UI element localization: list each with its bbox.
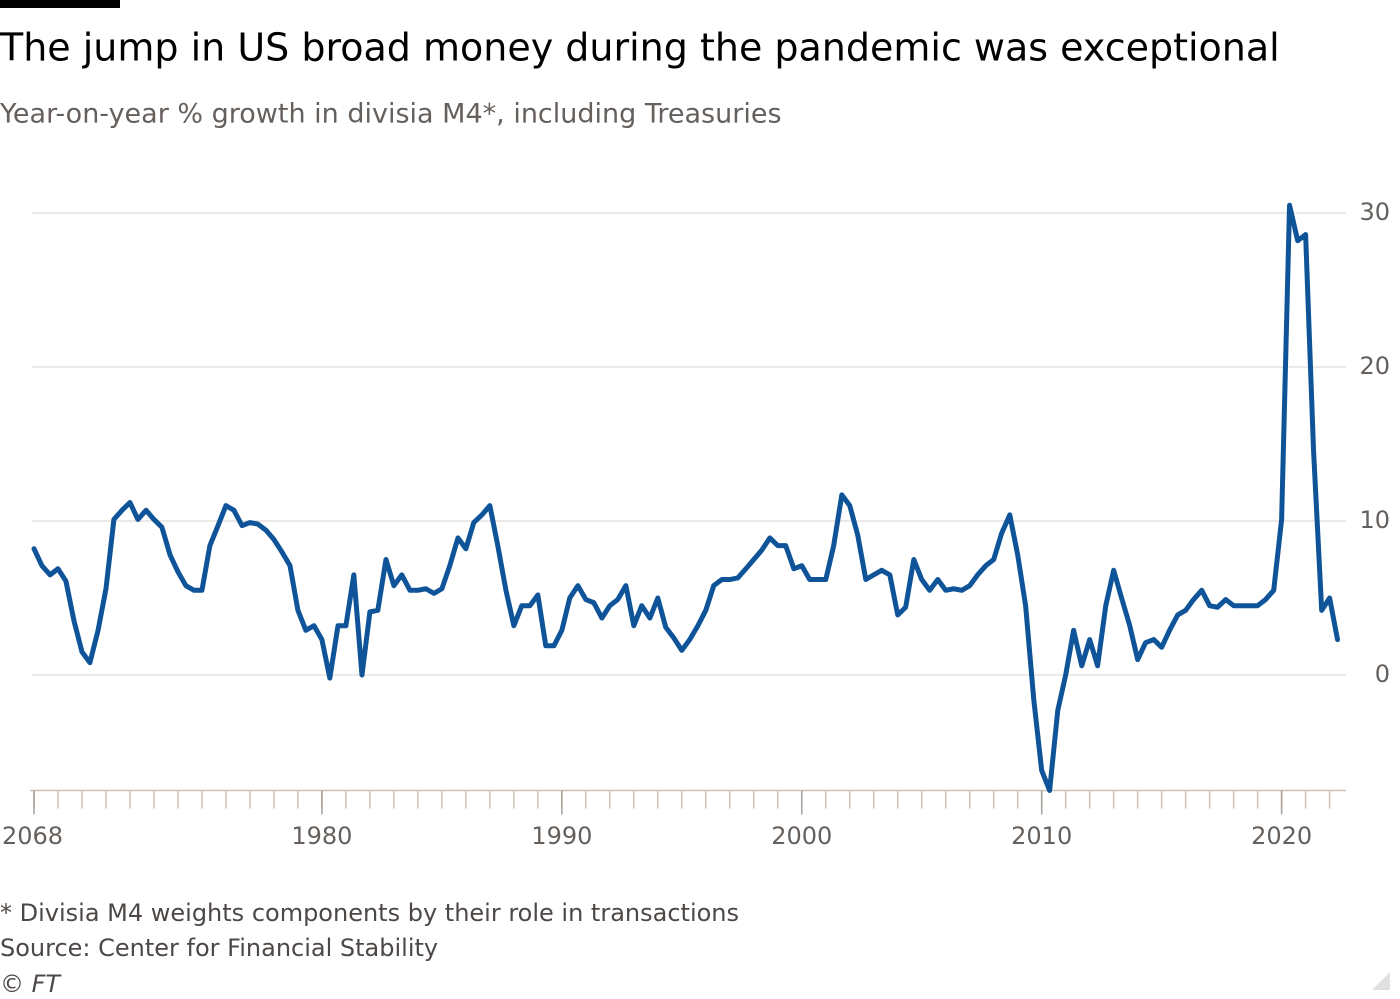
footnote: * Divisia M4 weights components by their…	[0, 899, 739, 927]
x-tick-label: 2068	[2, 822, 63, 850]
x-tick-label: 1990	[531, 822, 592, 850]
data-line	[31, 202, 1341, 793]
chart-subtitle: Year-on-year % growth in divisia M4*, in…	[0, 99, 782, 130]
y-tick-label: 0	[1375, 660, 1390, 688]
chart-title: The jump in US broad money during the pa…	[0, 26, 1280, 70]
y-tick-label: 30	[1359, 198, 1390, 226]
y-tick-label: 20	[1359, 352, 1390, 380]
y-tick-label: 10	[1359, 506, 1390, 534]
x-tick-label: 1980	[291, 822, 352, 850]
brand-bar	[0, 0, 120, 8]
source: Source: Center for Financial Stability	[0, 934, 438, 962]
x-tick-label: 2020	[1251, 822, 1312, 850]
resize-icon	[1372, 972, 1390, 990]
copyright: © FT	[0, 970, 62, 998]
x-tick-label: 2010	[1011, 822, 1072, 850]
x-tick-label: 2000	[771, 822, 832, 850]
